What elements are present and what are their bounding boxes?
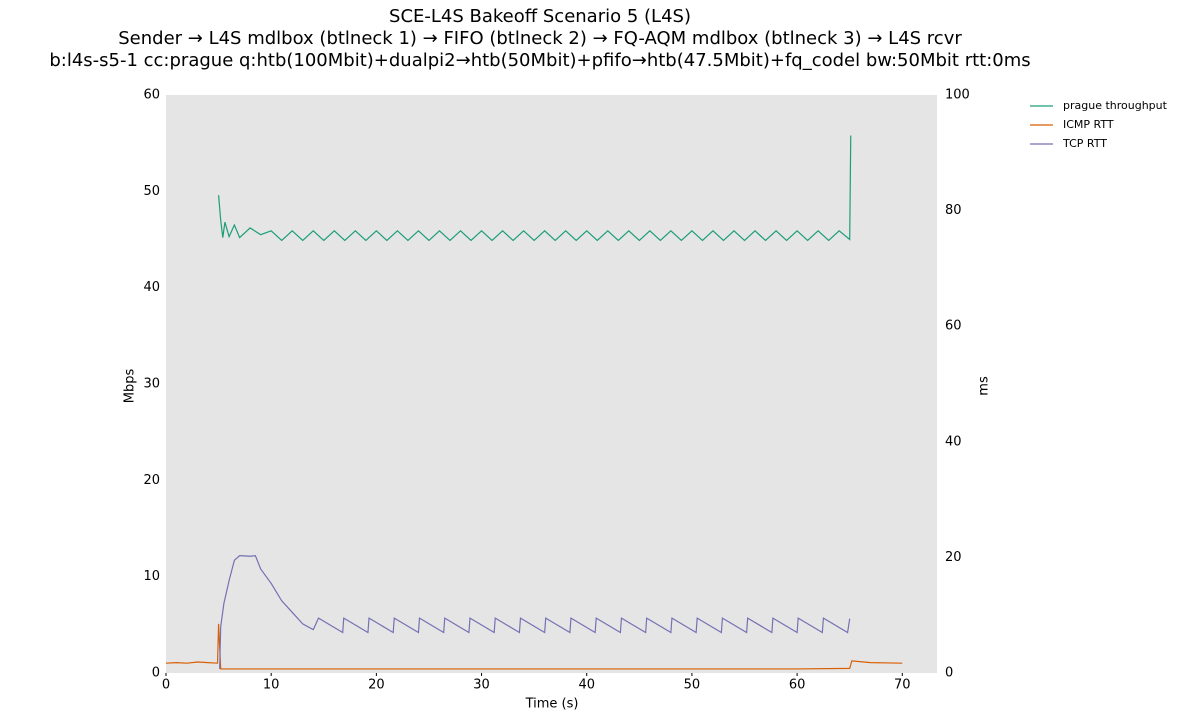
chart-title: SCE-L4S Bakeoff Scenario 5 (L4S) bbox=[389, 6, 691, 27]
series-line bbox=[219, 555, 851, 669]
y-tick-label: 30 bbox=[143, 377, 160, 392]
y2-tick-label: 100 bbox=[945, 88, 970, 103]
legend-text: ICMP RTT bbox=[1063, 118, 1114, 131]
chart-title: b:l4s-s5-1 cc:prague q:htb(100Mbit)+dual… bbox=[49, 50, 1030, 71]
y-tick-label: 50 bbox=[143, 184, 160, 199]
plot-area bbox=[166, 95, 937, 673]
y-tick-label: 60 bbox=[143, 88, 160, 103]
legend-text: TCP RTT bbox=[1062, 137, 1107, 150]
y2-tick-label: 80 bbox=[945, 203, 962, 218]
y2-axis-label: ms bbox=[977, 376, 992, 396]
y2-tick-label: 40 bbox=[945, 434, 962, 449]
x-axis-label: Time (s) bbox=[525, 697, 579, 712]
x-tick-label: 30 bbox=[473, 678, 490, 693]
y2-tick-label: 60 bbox=[945, 319, 962, 334]
y-tick-label: 40 bbox=[143, 280, 160, 295]
x-tick-label: 40 bbox=[578, 678, 595, 693]
y2-tick-label: 0 bbox=[945, 666, 953, 681]
series-line bbox=[165, 623, 903, 670]
y2-tick-label: 20 bbox=[945, 550, 962, 565]
x-tick-label: 20 bbox=[368, 678, 385, 693]
x-tick-label: 10 bbox=[263, 678, 280, 693]
legend-text: prague throughput bbox=[1063, 99, 1168, 112]
y-tick-label: 20 bbox=[143, 473, 160, 488]
x-tick-label: 60 bbox=[789, 678, 806, 693]
y-tick-label: 10 bbox=[143, 569, 160, 584]
chart-title: Sender → L4S mdlbox (btlneck 1) → FIFO (… bbox=[118, 28, 962, 49]
series-line bbox=[217, 135, 852, 242]
y-axis-label: Mbps bbox=[123, 369, 138, 404]
x-tick-label: 50 bbox=[684, 678, 701, 693]
y-tick-label: 0 bbox=[152, 666, 160, 681]
x-tick-label: 0 bbox=[162, 678, 170, 693]
x-tick-label: 70 bbox=[894, 678, 911, 693]
